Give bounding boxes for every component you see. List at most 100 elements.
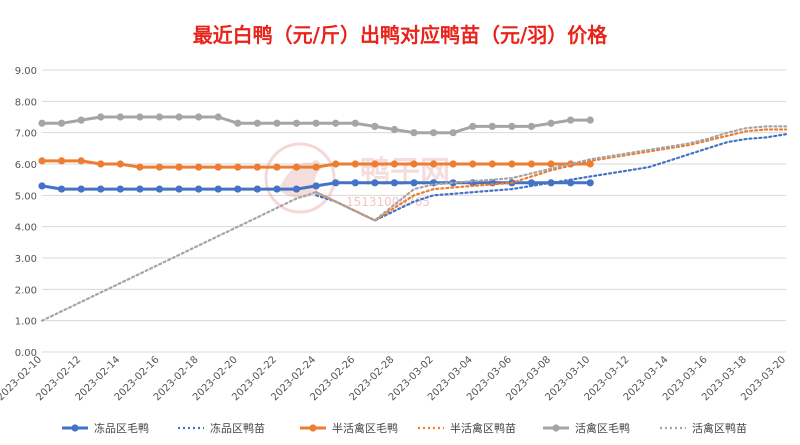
- data-point: [175, 163, 183, 171]
- watermark-phone: 15131009765: [346, 195, 430, 209]
- data-point: [214, 113, 222, 121]
- data-point: [351, 179, 359, 187]
- duck-logo-icon: [264, 142, 336, 214]
- series-4: [315, 128, 788, 222]
- data-point: [234, 119, 242, 127]
- data-point: [253, 163, 261, 171]
- data-point: [273, 119, 281, 127]
- y-tick-label: 0.00: [15, 348, 37, 359]
- data-point: [195, 163, 203, 171]
- data-point: [429, 160, 438, 168]
- data-point: [390, 160, 399, 168]
- data-point: [508, 122, 516, 130]
- legend-item-label: 半活禽区鸭苗: [450, 421, 516, 435]
- data-point: [57, 119, 66, 127]
- data-point: [38, 119, 46, 127]
- y-tick-label: 3.00: [15, 254, 37, 265]
- data-point: [351, 119, 359, 127]
- series-1: [38, 179, 594, 193]
- data-point: [116, 185, 124, 193]
- data-point: [155, 185, 164, 193]
- y-tick-label: 1.00: [15, 317, 37, 328]
- legend-marker: [309, 424, 317, 432]
- y-tick-label: 5.00: [15, 191, 37, 202]
- series-2: [315, 133, 788, 222]
- data-point: [292, 119, 301, 127]
- legend-item-label: 活禽区毛鸭: [575, 421, 630, 435]
- data-point: [97, 160, 105, 168]
- y-tick-label: 8.00: [15, 97, 37, 108]
- data-point: [214, 163, 222, 171]
- legend-item-label: 冻品区鸭苗: [210, 421, 265, 435]
- watermark: 鸭子网 15131009765: [264, 142, 450, 214]
- y-tick-label: 4.00: [15, 223, 37, 234]
- data-point: [38, 157, 46, 165]
- data-point: [57, 185, 66, 193]
- data-point: [429, 129, 438, 137]
- series-layer: [38, 113, 788, 322]
- data-point: [97, 113, 105, 121]
- data-point: [312, 182, 320, 190]
- x-axis-ticks: 2023-02-102023-02-122023-02-142023-02-16…: [0, 354, 788, 403]
- data-point: [214, 185, 222, 193]
- legend-item-label: 活禽区鸭苗: [692, 421, 747, 435]
- data-point: [527, 122, 536, 130]
- y-tick-label: 9.00: [15, 66, 37, 77]
- series-5: [38, 113, 594, 137]
- y-tick-label: 2.00: [15, 285, 37, 296]
- data-point: [77, 116, 85, 124]
- data-point: [273, 163, 281, 171]
- data-point: [155, 113, 164, 121]
- series-line: [315, 133, 788, 222]
- data-point: [195, 185, 203, 193]
- data-point: [57, 157, 66, 165]
- data-point: [469, 160, 477, 168]
- data-point: [390, 179, 399, 187]
- data-point: [586, 116, 594, 124]
- data-point: [38, 182, 46, 190]
- data-point: [253, 185, 261, 193]
- legend: 冻品区毛鸭 冻品区鸭苗 半活禽区毛鸭 半活禽区鸭苗 活禽区毛鸭 活禽区鸭苗: [62, 421, 747, 435]
- legend-item-label: 半活禽区毛鸭: [332, 421, 398, 435]
- data-point: [312, 119, 320, 127]
- data-point: [410, 129, 418, 137]
- data-point: [77, 157, 85, 165]
- data-point: [195, 113, 203, 121]
- data-point: [175, 113, 183, 121]
- data-point: [332, 160, 340, 168]
- data-point: [273, 185, 281, 193]
- data-point: [410, 179, 418, 187]
- data-point: [390, 125, 399, 134]
- data-point: [527, 179, 536, 187]
- legend-marker: [552, 424, 560, 432]
- data-point: [332, 179, 340, 187]
- data-point: [586, 179, 594, 187]
- data-point: [136, 185, 144, 193]
- data-point: [371, 179, 379, 187]
- data-point: [449, 160, 457, 168]
- data-point: [234, 185, 242, 193]
- data-point: [351, 160, 359, 168]
- gridlines: [42, 69, 786, 353]
- data-point: [508, 160, 516, 168]
- series-6: [40, 125, 788, 322]
- data-point: [175, 185, 183, 193]
- data-point: [527, 160, 536, 168]
- series-line: [315, 128, 788, 222]
- data-point: [312, 163, 320, 171]
- data-point: [116, 113, 124, 121]
- data-point: [547, 160, 555, 168]
- data-point: [234, 163, 242, 171]
- data-point: [488, 160, 496, 168]
- data-point: [449, 129, 457, 137]
- series-line: [40, 125, 788, 322]
- y-tick-label: 6.00: [15, 160, 37, 171]
- data-point: [332, 119, 340, 127]
- data-point: [155, 163, 164, 171]
- data-point: [469, 122, 477, 130]
- data-point: [567, 179, 575, 187]
- chart-title: 最近白鸭（元/斤）出鸭对应鸭苗（元/羽）价格: [193, 23, 609, 47]
- data-point: [547, 119, 555, 127]
- series-3: [38, 157, 594, 171]
